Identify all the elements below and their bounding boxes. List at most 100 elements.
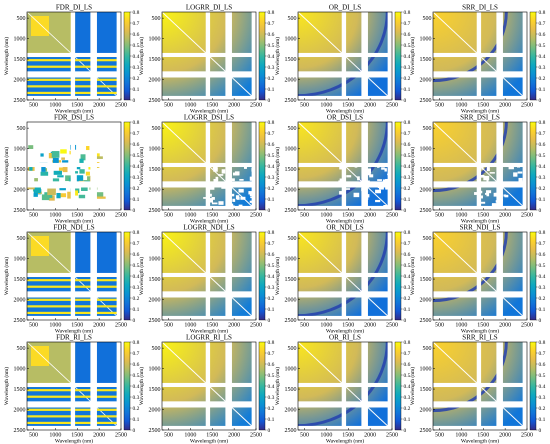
masked-cell (211, 202, 218, 205)
colorbar-tick-label: 0 (539, 428, 542, 434)
heatmap-body (27, 342, 121, 430)
masked-cell (250, 196, 253, 199)
heatmap-cell (85, 171, 90, 176)
masked-band-horizontal (298, 181, 392, 188)
y-axis-label: Wavelength (nm) (3, 367, 10, 405)
colorbar-tick-label: 0 (404, 428, 407, 434)
x-axis-label: Wavelength (nm) (55, 438, 93, 444)
masked-cell (384, 168, 387, 172)
colorbar-tick-label: 0 (268, 428, 271, 434)
masked-band-vertical (496, 122, 503, 210)
x-tick-label: 1500 (71, 323, 83, 329)
x-tick-label: 1500 (206, 213, 218, 219)
x-tick-label: 2500 (115, 213, 127, 219)
masked-cell (377, 179, 382, 181)
masked-band-vertical (387, 12, 392, 100)
masked-band-horizontal (298, 315, 392, 320)
colorbar-tick-label: 0.6 (133, 32, 140, 38)
panel-frame (432, 121, 528, 211)
masked-band-horizontal (162, 181, 256, 188)
y-tick-label: 1000 (149, 367, 161, 373)
masked-band-vertical (225, 342, 232, 430)
x-tick-label: 2000 (364, 433, 376, 439)
masked-cell (240, 196, 246, 200)
colorbar-tick-label: 0.8 (539, 340, 546, 346)
masked-band-horizontal (298, 272, 392, 278)
colorbar-tick-label: 0.1 (133, 307, 140, 313)
masked-band-horizontal (27, 181, 121, 188)
x-tick-label: 1500 (342, 433, 354, 439)
heatmap-cell (79, 169, 85, 174)
masked-band-horizontal (433, 382, 527, 388)
y-axis-label: Wavelength (nm) (138, 37, 145, 75)
x-tick-label: 2000 (93, 323, 105, 329)
colorbar-tick-label: 0.3 (268, 65, 275, 71)
masked-band-horizontal (298, 162, 392, 168)
x-tick-label: 500 (164, 433, 173, 439)
colorbar-tick-label: 0.3 (539, 285, 546, 291)
y-tick-label: 1500 (420, 167, 432, 173)
x-tick-label: 500 (29, 103, 38, 109)
colorbar (258, 231, 266, 321)
panel-title: LOGRR_RI_LS (186, 334, 232, 342)
x-tick-label: 2500 (250, 433, 262, 439)
x-tick-label: 1000 (49, 323, 61, 329)
y-tick-label: 2500 (285, 208, 297, 214)
masked-cell (238, 188, 244, 193)
colorbar-tick-label: 0.5 (539, 43, 546, 49)
heatmap-body (27, 122, 121, 210)
masked-cell (480, 195, 483, 199)
colorbar-tick-label: 0.5 (133, 263, 140, 269)
y-tick-label: 1500 (149, 387, 161, 393)
masked-band-horizontal (162, 205, 256, 210)
masked-band-vertical (522, 342, 527, 430)
masked-cell (213, 168, 218, 172)
y-tick-label: 500 (17, 236, 26, 242)
masked-band-vertical (496, 232, 503, 320)
y-axis-label: Wavelength (nm) (138, 367, 145, 405)
colorbar-tick-label: 0.4 (539, 274, 546, 280)
colorbar (394, 231, 402, 321)
heatmap-cell (52, 178, 60, 182)
colorbar-tick-label: 0.4 (268, 54, 275, 60)
colorbar-tick-label: 0 (539, 318, 542, 324)
colorbar-tick-label: 0 (133, 318, 136, 324)
colorbar-tick-label: 0.2 (404, 296, 411, 302)
colorbar-tick-label: 0.4 (539, 384, 546, 390)
y-tick-label: 2500 (149, 98, 161, 104)
y-tick-label: 500 (152, 126, 161, 132)
y-tick-label: 2000 (149, 408, 161, 414)
x-tick-label: 500 (435, 433, 444, 439)
y-axis-label: Wavelength (nm) (274, 367, 281, 405)
colorbar-tick-label: 0.3 (268, 285, 275, 291)
heatmap-cell (78, 194, 86, 199)
x-tick-label: 1500 (71, 103, 83, 109)
colorbar-tick-label: 0.7 (539, 21, 546, 27)
masked-band-horizontal (298, 205, 392, 210)
x-axis-label: Wavelength (nm) (190, 218, 228, 225)
x-axis-label: Wavelength (nm) (326, 328, 364, 335)
heatmap-cell (74, 190, 78, 196)
heatmap-cell (28, 145, 34, 149)
colorbar-tick-label: 0.2 (404, 406, 411, 412)
y-tick-label: 2500 (14, 98, 26, 104)
colorbar-tick-label: 0.1 (539, 307, 546, 313)
y-tick-label: 2000 (14, 78, 26, 84)
panel-frame (161, 11, 257, 101)
panel-title: SRR_DI_LS (462, 4, 498, 12)
masked-band-vertical (251, 122, 256, 210)
masked-cell (480, 174, 485, 178)
y-tick-label: 500 (288, 236, 297, 242)
x-tick-label: 2000 (364, 323, 376, 329)
heatmap-body (433, 342, 527, 430)
y-tick-label: 1500 (149, 57, 161, 63)
heatmap-body (298, 122, 392, 210)
heatmap-cell (95, 192, 104, 199)
colorbar-tick-label: 0.6 (404, 142, 411, 148)
x-tick-label: 500 (435, 213, 444, 219)
x-tick-label: 1500 (206, 103, 218, 109)
colorbar-tick-label: 0.4 (539, 164, 546, 170)
colorbar-tick-label: 0.8 (404, 10, 411, 16)
masked-band-horizontal (27, 52, 121, 58)
